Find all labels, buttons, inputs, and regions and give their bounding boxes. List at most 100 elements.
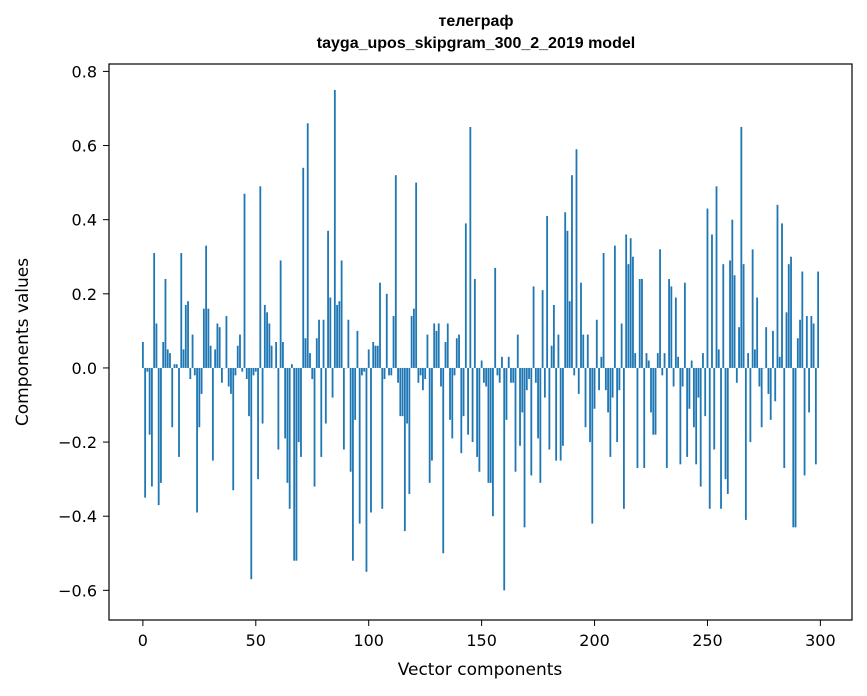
bar-49 xyxy=(252,367,255,376)
bar-121 xyxy=(415,182,418,368)
bar-199 xyxy=(591,367,594,524)
bar-26 xyxy=(200,367,203,394)
bar-134 xyxy=(444,342,447,368)
bar-243 xyxy=(690,360,693,368)
bar-177 xyxy=(541,290,544,368)
bar-108 xyxy=(385,293,388,368)
bar-20 xyxy=(187,301,189,368)
bar-23 xyxy=(193,367,196,376)
bar-173 xyxy=(532,286,535,368)
bar-27 xyxy=(202,308,205,368)
bar-51 xyxy=(257,367,259,480)
bar-233 xyxy=(668,278,670,368)
bar-75 xyxy=(311,367,314,380)
bar-146 xyxy=(471,367,474,443)
bar-76 xyxy=(313,367,316,487)
bar-6 xyxy=(155,323,158,368)
bar-81 xyxy=(324,367,327,424)
bar-34 xyxy=(218,327,221,368)
bar-123 xyxy=(419,367,422,376)
bar-220 xyxy=(638,278,641,368)
bar-227 xyxy=(654,367,657,435)
bar-206 xyxy=(607,367,609,413)
bar-94 xyxy=(354,367,357,420)
bar-89 xyxy=(342,367,345,450)
bar-1 xyxy=(144,367,147,498)
bar-113 xyxy=(397,367,399,383)
bar-80 xyxy=(322,319,325,368)
bar-167 xyxy=(519,367,521,446)
bar-267 xyxy=(744,367,747,520)
bar-178 xyxy=(543,367,546,398)
bar-35 xyxy=(221,367,223,383)
bar-133 xyxy=(442,367,445,554)
x-tick-label: 250 xyxy=(692,631,723,650)
bar-96 xyxy=(358,367,361,524)
bar-166 xyxy=(516,334,519,368)
bar-138 xyxy=(453,367,456,376)
bar-125 xyxy=(424,367,427,380)
bar-204 xyxy=(602,253,605,368)
bar-196 xyxy=(584,367,587,428)
bar-25 xyxy=(198,367,201,428)
bar-180 xyxy=(548,367,551,450)
bar-266 xyxy=(742,264,745,368)
bar-264 xyxy=(738,327,740,368)
bar-165 xyxy=(514,367,517,472)
bar-18 xyxy=(182,349,185,368)
bar-187 xyxy=(564,212,567,368)
bar-164 xyxy=(512,367,515,383)
bar-93 xyxy=(352,367,354,561)
bar-158 xyxy=(498,367,501,383)
bar-225 xyxy=(650,367,652,413)
bar-46 xyxy=(245,367,248,380)
bar-284 xyxy=(783,367,786,469)
y-tick-label: −0.2 xyxy=(58,433,97,452)
bar-63 xyxy=(284,367,287,439)
bar-147 xyxy=(473,278,476,368)
bar-102 xyxy=(372,342,375,368)
bar-129 xyxy=(433,323,436,368)
bar-257 xyxy=(722,264,725,368)
bar-297 xyxy=(812,323,815,368)
bar-154 xyxy=(489,367,492,483)
bar-273 xyxy=(758,367,761,387)
bar-203 xyxy=(600,356,603,368)
bar-7 xyxy=(157,367,160,506)
bar-139 xyxy=(455,338,458,368)
bar-14 xyxy=(173,364,176,368)
bar-73 xyxy=(306,123,309,368)
bar-202 xyxy=(598,367,600,391)
bar-92 xyxy=(349,367,352,472)
bar-160 xyxy=(503,367,506,591)
bar-175 xyxy=(537,367,539,439)
bar-13 xyxy=(171,367,174,428)
bar-213 xyxy=(623,367,625,509)
bar-192 xyxy=(575,149,578,368)
bar-97 xyxy=(361,367,363,376)
bar-195 xyxy=(582,334,585,368)
bar-290 xyxy=(796,338,799,368)
bar-42 xyxy=(236,345,239,368)
bar-72 xyxy=(304,338,307,368)
bar-68 xyxy=(295,367,298,561)
y-tick-label: 0.2 xyxy=(72,285,97,304)
bar-128 xyxy=(431,367,433,461)
bar-71 xyxy=(302,167,305,368)
bar-208 xyxy=(611,367,614,398)
bar-74 xyxy=(309,353,311,368)
bar-31 xyxy=(211,367,214,461)
bar-265 xyxy=(740,127,743,368)
bar-240 xyxy=(683,282,686,368)
bar-184 xyxy=(557,334,560,368)
bar-285 xyxy=(785,312,788,368)
x-axis-ticks: 0 50 100 150 200 250 300 xyxy=(138,620,836,650)
bar-39 xyxy=(230,367,232,394)
bar-282 xyxy=(778,356,781,368)
bar-210 xyxy=(616,367,619,443)
bar-249 xyxy=(704,367,707,417)
bar-253 xyxy=(713,367,716,450)
bar-152 xyxy=(485,367,488,387)
bar-70 xyxy=(300,367,302,457)
bar-67 xyxy=(293,367,296,561)
